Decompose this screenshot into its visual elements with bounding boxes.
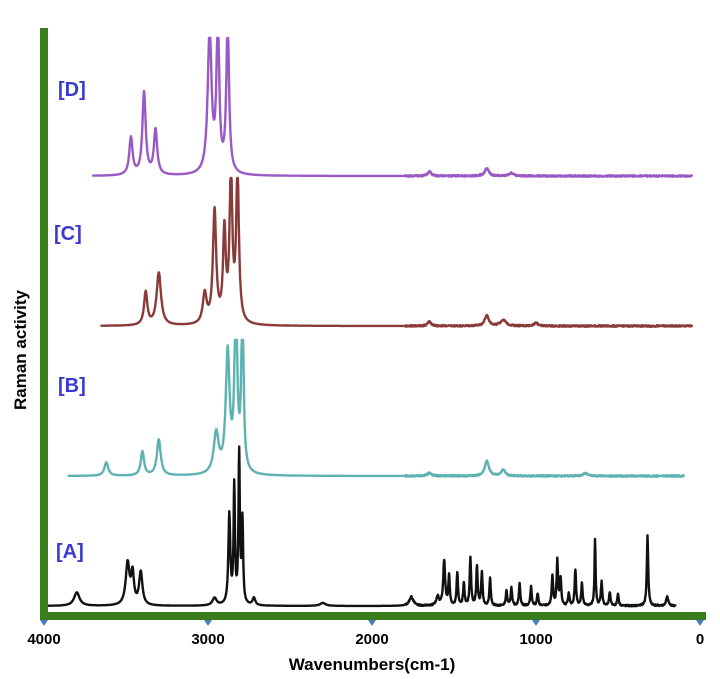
- x-tick-marker: [204, 620, 212, 626]
- x-tick-label: 2000: [355, 631, 388, 648]
- series-label-a: [A]: [56, 541, 84, 563]
- spectrum-line-d: [91, 36, 693, 178]
- x-axis-label: Wavenumbers(cm-1): [289, 655, 456, 674]
- x-tick-marker: [696, 620, 704, 626]
- series-labels: [A] [B] [C] [D]: [54, 79, 86, 563]
- series-label-b: [B]: [58, 375, 86, 397]
- spectrum-line-b: [67, 338, 685, 478]
- x-tick-marker: [532, 620, 540, 626]
- x-tick-marker: [368, 620, 376, 626]
- series-label-d: [D]: [58, 79, 86, 101]
- x-ticks: 4000 3000 2000 1000 0: [27, 620, 704, 648]
- x-tick-label: 1000: [519, 631, 552, 648]
- spectrum-line-c: [100, 176, 693, 328]
- x-tick-label: 4000: [27, 631, 60, 648]
- spectrum-traces: [42, 36, 693, 608]
- y-axis-label: Raman activity: [11, 289, 30, 410]
- spectrum-line-a: [42, 445, 677, 608]
- series-label-c: [C]: [54, 223, 82, 245]
- x-tick-label: 3000: [191, 631, 224, 648]
- x-tick-label: 0: [696, 631, 704, 648]
- x-tick-marker: [40, 620, 48, 626]
